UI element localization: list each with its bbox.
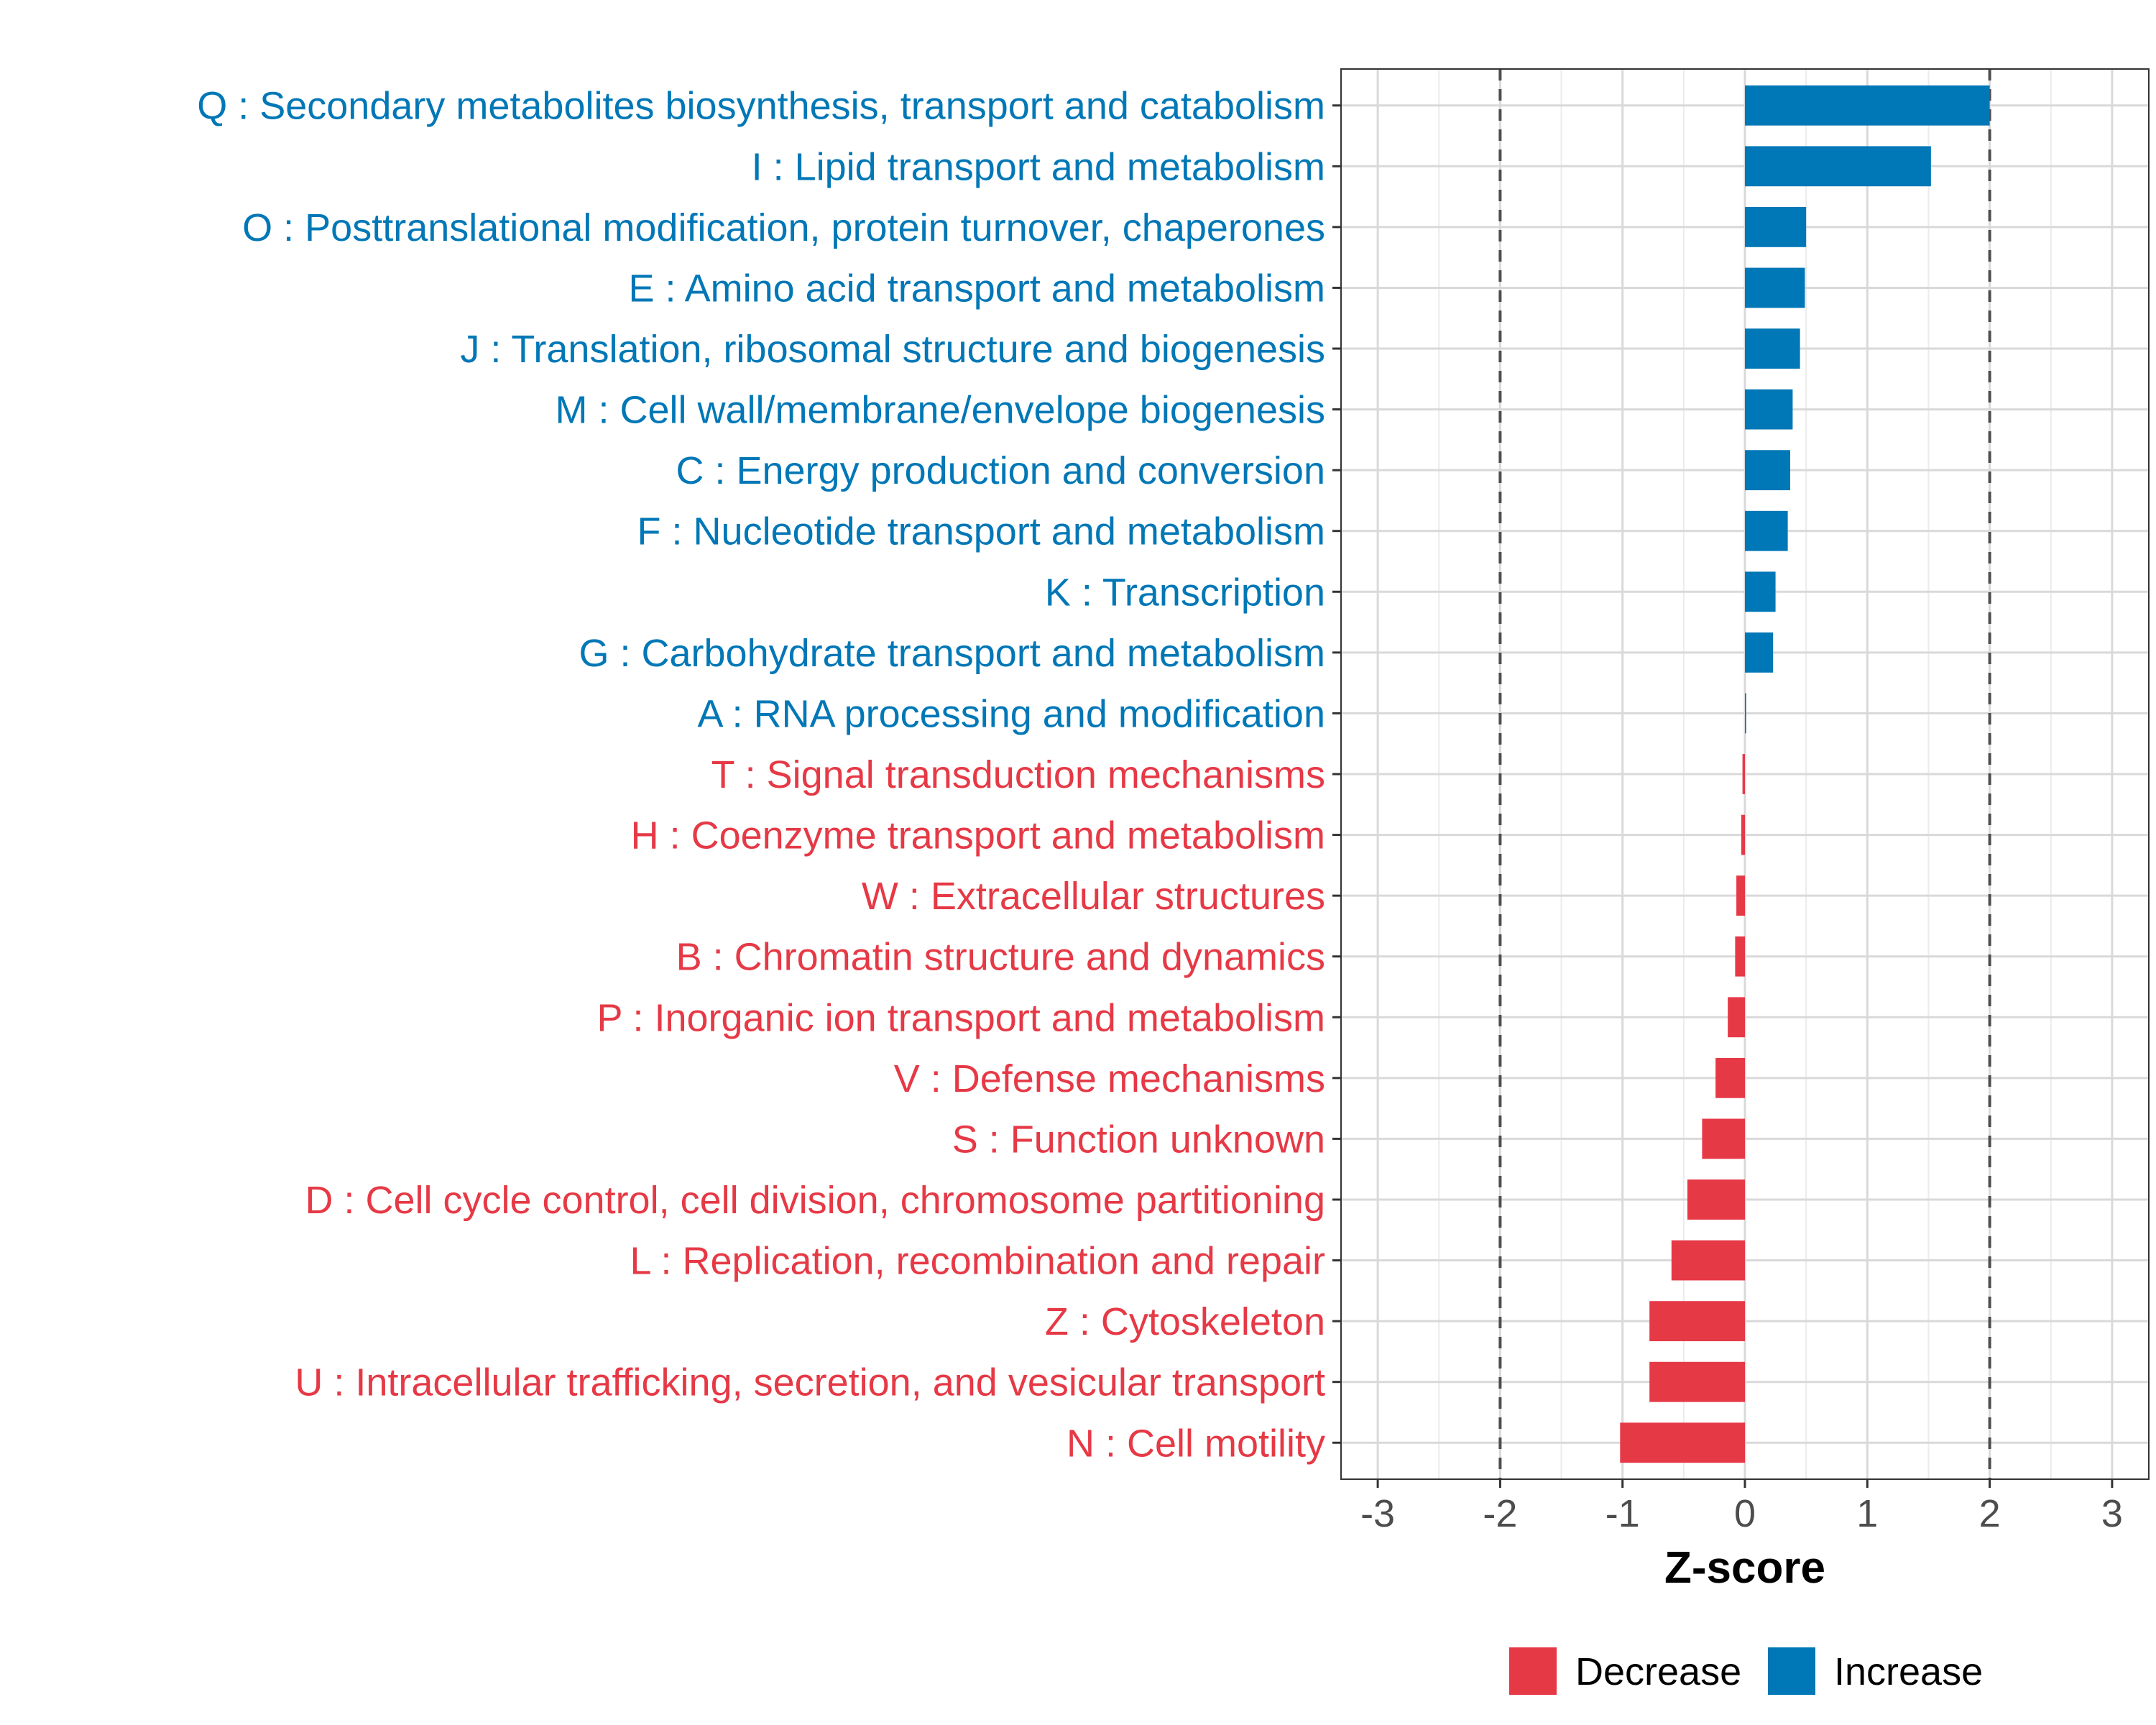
bar [1745,510,1788,551]
category-label: Q : Secondary metabolites biosynthesis, … [197,85,1325,128]
category-label: Z : Cytoskeleton [1045,1300,1325,1343]
category-label: N : Cell motility [1067,1422,1325,1465]
category-label: B : Chromatin structure and dynamics [676,936,1325,979]
legend: Decrease Increase [1509,1647,1983,1695]
legend-swatch [1509,1647,1557,1695]
bar [1745,571,1776,612]
category-label: W : Extracellular structures [862,875,1325,918]
bar [1745,146,1931,187]
category-label: J : Translation, ribosomal structure and… [460,328,1325,371]
bar [1736,875,1745,916]
x-tick-label: 3 [2101,1492,2123,1535]
category-label: U : Intracellular trafficking, secretion… [295,1361,1325,1404]
category-label: A : RNA processing and modification [698,692,1325,735]
category-label: K : Transcription [1045,571,1325,614]
bar [1620,1422,1745,1463]
category-label: P : Inorganic ion transport and metaboli… [596,996,1325,1039]
category-label: G : Carbohydrate transport and metabolis… [579,632,1326,675]
bar [1745,693,1746,734]
bar [1745,85,1990,126]
bar [1649,1361,1745,1402]
bar [1649,1301,1745,1342]
category-label: F : Nucleotide transport and metabolism [637,510,1325,553]
category-label: S : Function unknown [952,1118,1325,1161]
category-label: O : Posttranslational modification, prot… [242,206,1325,249]
bar [1702,1118,1745,1159]
bar [1735,936,1745,977]
bar [1715,1057,1745,1098]
x-tick-label: -1 [1606,1492,1640,1535]
x-tick-label: -2 [1483,1492,1517,1535]
category-label: L : Replication, recombination and repai… [630,1240,1325,1283]
x-tick-label: -3 [1360,1492,1395,1535]
legend-swatch [1768,1647,1815,1695]
legend-label: Increase [1834,1650,1983,1693]
category-label: E : Amino acid transport and metabolism [629,267,1325,310]
category-label: H : Coenzyme transport and metabolism [631,814,1325,857]
bar [1742,754,1745,794]
category-label: T : Signal transduction mechanisms [711,753,1325,796]
bar [1745,267,1805,308]
category-label: I : Lipid transport and metabolism [752,145,1325,188]
category-label: V : Defense mechanisms [894,1057,1325,1100]
legend-label: Decrease [1575,1650,1741,1693]
bar [1745,389,1793,430]
bar [1745,450,1791,491]
bar [1728,997,1745,1038]
x-tick-label: 1 [1856,1492,1878,1535]
bar [1671,1240,1745,1281]
bar [1745,206,1807,247]
category-label: D : Cell cycle control, cell division, c… [305,1179,1325,1222]
category-label: M : Cell wall/membrane/envelope biogenes… [555,389,1325,432]
x-tick-label: 0 [1734,1492,1756,1535]
bar [1745,632,1774,673]
bar [1745,328,1800,369]
bar [1687,1179,1745,1220]
x-tick-label: 2 [1979,1492,2001,1535]
x-axis-title: Z-score [1664,1543,1825,1593]
category-label: C : Energy production and conversion [676,449,1325,492]
bar [1741,814,1745,855]
